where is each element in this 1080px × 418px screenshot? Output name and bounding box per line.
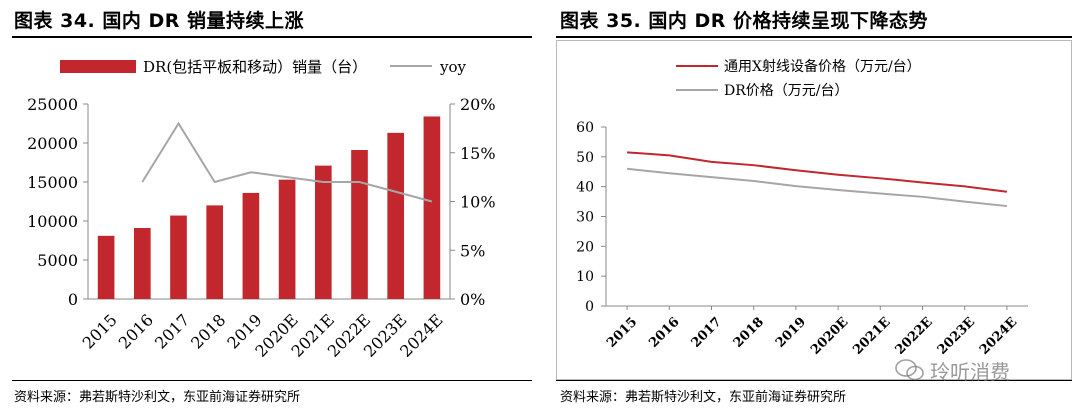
sales-bar bbox=[351, 150, 368, 299]
price-y-tick-label: 10 bbox=[576, 269, 594, 285]
left-title-rule bbox=[12, 36, 532, 38]
price-x-tick-label: 2022E bbox=[893, 315, 936, 358]
sales-bar bbox=[206, 205, 224, 299]
left-y-tick-label: 15000 bbox=[27, 173, 78, 192]
price-x-tick-label: 2016 bbox=[646, 315, 682, 351]
price-y-tick-label: 50 bbox=[576, 150, 594, 166]
left-y-tick-label: 10000 bbox=[27, 212, 78, 231]
price-y-tick-label: 20 bbox=[576, 239, 594, 255]
legend-bar-swatch bbox=[60, 60, 136, 73]
legend-xray-label: 通用X射线设备价格（万元/台） bbox=[724, 58, 921, 75]
price-x-tick-label: 2021E bbox=[850, 315, 893, 358]
sales-bar bbox=[278, 179, 296, 299]
sales-bar bbox=[170, 215, 187, 299]
price-y-tick-label: 30 bbox=[576, 210, 594, 226]
right-title-rule bbox=[556, 36, 1072, 38]
right-chart-frame bbox=[556, 40, 1072, 380]
price-y-tick-label: 60 bbox=[576, 120, 594, 136]
left-source: 资料来源：弗若斯特沙利文，东亚前海证券研究所 bbox=[14, 390, 301, 405]
left-legend: DR(包括平板和移动）销量（台） yoy bbox=[60, 58, 467, 76]
watermark-text: 玲听消费 bbox=[930, 360, 1010, 384]
right-chart-title: 图表 35. 国内 DR 价格持续呈现下降态势 bbox=[560, 10, 929, 32]
right-y-tick-label: 0% bbox=[460, 290, 485, 309]
x-tick-label: 2017 bbox=[151, 310, 193, 352]
price-x-tick-label: 2023E bbox=[935, 315, 978, 358]
price-y-tick-label: 0 bbox=[585, 299, 594, 315]
legend-dr-label: DR价格（万元/台） bbox=[724, 83, 848, 99]
left-chart-title: 图表 34. 国内 DR 销量持续上涨 bbox=[14, 10, 305, 32]
sales-bar bbox=[423, 116, 441, 299]
xray-price-line bbox=[627, 151, 1008, 193]
price-x-tick-label: 2024E bbox=[977, 315, 1020, 358]
wechat-icon bbox=[895, 359, 924, 381]
right-y-tick-label: 5% bbox=[460, 241, 485, 260]
left-y-tick-label: 25000 bbox=[27, 95, 78, 114]
price-x-tick-label: 2019 bbox=[773, 315, 809, 351]
sales-bar bbox=[133, 228, 151, 299]
right-y-tick-label: 20% bbox=[460, 95, 496, 114]
right-legend: 通用X射线设备价格（万元/台） DR价格（万元/台） bbox=[676, 58, 921, 99]
price-y-tick-label: 40 bbox=[576, 180, 594, 196]
sales-bar bbox=[97, 235, 115, 299]
price-chart: 通用X射线设备价格（万元/台） DR价格（万元/台） 0 10 20 30 40 50 60… bbox=[576, 58, 1028, 358]
legend-bar-label: DR(包括平板和移动）销量（台） bbox=[143, 58, 367, 76]
legend-yoy-label: yoy bbox=[439, 58, 467, 76]
sales-bar bbox=[387, 132, 405, 299]
sales-chart: DR(包括平板和移动）销量（台） yoy 0 5000 10000 15000 2000… bbox=[27, 58, 496, 361]
right-source-rule bbox=[556, 380, 1072, 381]
x-tick-label: 2016 bbox=[115, 310, 157, 352]
price-x-tick-label: 2015 bbox=[604, 315, 640, 351]
sales-bar bbox=[242, 192, 260, 299]
price-x-tick-label: 2020E bbox=[808, 315, 851, 358]
left-y-tick-label: 5000 bbox=[37, 251, 78, 270]
price-x-tick-label: 2018 bbox=[731, 315, 767, 351]
dr-price-line bbox=[626, 167, 1008, 208]
x-tick-label: 2018 bbox=[187, 310, 229, 352]
x-tick-label: 2015 bbox=[79, 310, 121, 352]
price-x-tick-label: 2017 bbox=[689, 315, 725, 351]
left-y-tick-label: 20000 bbox=[27, 134, 78, 153]
right-y-tick-label: 10% bbox=[460, 193, 496, 212]
sales-bar bbox=[314, 165, 332, 299]
left-source-rule bbox=[12, 380, 532, 381]
right-source: 资料来源：弗若斯特沙利文，东亚前海证券研究所 bbox=[560, 390, 847, 405]
right-y-tick-label: 15% bbox=[460, 144, 496, 163]
left-y-tick-label: 0 bbox=[68, 290, 78, 309]
